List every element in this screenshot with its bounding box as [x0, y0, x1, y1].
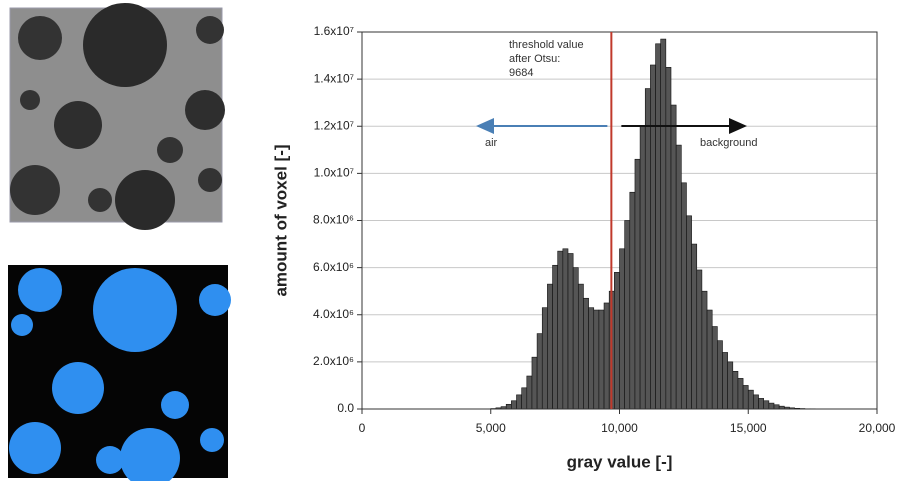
- y-tick-label: 4.0x10⁶: [313, 307, 354, 321]
- bar: [701, 290, 708, 410]
- bar: [691, 243, 698, 410]
- bar: [686, 215, 692, 410]
- histogram-plot: 0.0 2.0x10⁶ 4.0x10⁶ 6.0x10⁶ 8.0x10⁶ 1.0x10⁷ 1.…: [271, 24, 895, 471]
- bar: [634, 158, 641, 410]
- bar: [598, 309, 605, 410]
- bar: [722, 352, 728, 410]
- bar: [552, 264, 558, 410]
- bar: [696, 269, 703, 410]
- threshold-value: 9684: [509, 67, 533, 79]
- bar: [639, 125, 646, 410]
- bar: [711, 326, 718, 410]
- bar: [562, 248, 569, 410]
- bar: [655, 43, 661, 410]
- bar: [747, 389, 754, 410]
- bar: [536, 333, 543, 410]
- y-tick-label: 0.0: [337, 401, 354, 415]
- bar: [603, 302, 610, 410]
- bar: [629, 191, 636, 410]
- bar: [526, 375, 533, 410]
- bar: [547, 283, 553, 410]
- bar: [593, 309, 600, 410]
- x-tick-label: 20,000: [859, 421, 896, 435]
- bar: [624, 220, 631, 410]
- y-tick-label: 8.0x10⁶: [313, 213, 354, 227]
- bar: [572, 267, 579, 410]
- x-tick-label: 5,000: [476, 421, 506, 435]
- bar: [505, 403, 512, 410]
- air-label: air: [485, 137, 498, 149]
- y-tick-label: 1.0x10⁷: [314, 166, 354, 180]
- bar: [531, 356, 538, 410]
- bar: [577, 283, 584, 410]
- bar: [644, 88, 651, 410]
- bar: [665, 67, 672, 410]
- bar: [753, 394, 759, 410]
- bar: [737, 378, 744, 410]
- bar: [619, 248, 625, 410]
- background-label: background: [700, 137, 758, 149]
- bar: [541, 307, 548, 410]
- x-tick-label: 10,000: [601, 421, 638, 435]
- bar: [588, 307, 595, 410]
- y-axis-title: amount of voxel [-]: [271, 144, 290, 296]
- threshold-note: threshold value: [509, 39, 584, 51]
- bar: [521, 387, 528, 410]
- y-tick-label: 1.6x10⁷: [314, 24, 354, 38]
- y-tick-label: 1.2x10⁷: [314, 118, 354, 132]
- bar: [670, 104, 677, 410]
- bar: [680, 182, 687, 410]
- bar: [660, 38, 667, 410]
- bar: [583, 297, 589, 410]
- bar: [768, 402, 775, 410]
- segmented-image: [8, 265, 231, 481]
- bar: [773, 404, 780, 410]
- bar: [614, 272, 620, 410]
- bar: [717, 340, 723, 410]
- y-tick-label: 6.0x10⁶: [313, 260, 354, 274]
- x-axis-title: gray value [-]: [567, 452, 673, 471]
- bar: [557, 250, 564, 410]
- bar: [675, 144, 682, 410]
- x-tick-label: 0: [359, 421, 366, 435]
- y-tick-label: 2.0x10⁶: [313, 354, 354, 368]
- bar: [706, 309, 713, 410]
- ct-image: [9, 3, 225, 230]
- bar: [511, 400, 517, 410]
- bar: [727, 361, 734, 410]
- bar: [516, 394, 522, 410]
- x-tick-label: 15,000: [730, 421, 767, 435]
- y-tick-label: 1.4x10⁷: [314, 71, 354, 85]
- bar: [650, 64, 656, 410]
- bar: [763, 400, 770, 410]
- bar: [742, 385, 749, 410]
- bar: [732, 370, 739, 410]
- bar: [567, 253, 574, 410]
- bar: [758, 398, 764, 410]
- plot-frame: [361, 31, 878, 410]
- threshold-note: after Otsu:: [509, 53, 560, 65]
